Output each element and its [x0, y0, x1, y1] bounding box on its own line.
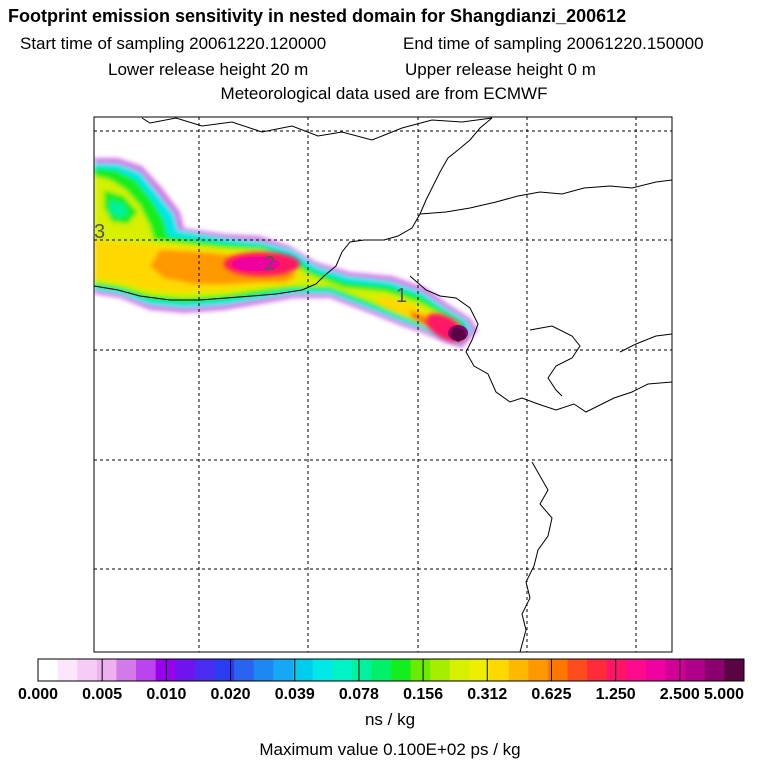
- lower-release-height-text: Lower release height 20 m: [108, 60, 309, 79]
- colorbar-frame: [37, 658, 745, 682]
- colorbar-tick-label: 5.000: [704, 686, 744, 703]
- colorbar-swatch: [489, 659, 510, 681]
- colorbar-swatch: [469, 659, 490, 681]
- lat-lon-grid: [94, 117, 672, 652]
- contour-label: 3: [94, 221, 105, 243]
- colorbar-tick-label: 1.250: [596, 686, 636, 703]
- colorbar-swatch: [645, 659, 667, 681]
- colorbar-swatch: [351, 659, 372, 681]
- colorbar-swatch: [312, 659, 333, 681]
- colorbar-tick-label: 0.000: [18, 686, 58, 703]
- colorbar-swatch: [96, 659, 117, 681]
- colorbar-swatch: [273, 659, 294, 681]
- colorbar-tick-label: 0.010: [146, 686, 186, 703]
- colorbar-tick-label: 0.078: [339, 686, 379, 703]
- colorbar-swatch: [606, 659, 627, 681]
- colorbar-tick-label: 2.500: [660, 686, 700, 703]
- colorbar-swatch: [449, 659, 470, 681]
- colorbar-swatch: [528, 659, 549, 681]
- plume-hotspot-2-inner: [232, 257, 280, 271]
- colorbar-swatch: [116, 659, 137, 681]
- contour-label: 2: [264, 253, 275, 275]
- colorbar-swatch: [155, 659, 176, 681]
- start-time-text: Start time of sampling 20061220.120000: [20, 34, 327, 53]
- colorbar-swatch: [587, 659, 608, 681]
- colorbar-swatch: [724, 659, 745, 681]
- contour-label: 1: [396, 285, 407, 307]
- colorbar-swatch: [175, 659, 196, 681]
- colorbar-swatch: [665, 659, 686, 681]
- end-time-text: End time of sampling 20061220.150000: [403, 34, 704, 53]
- colorbar-swatch: [214, 659, 235, 681]
- colorbar-swatch: [253, 659, 274, 681]
- colorbar-tick-label: 0.156: [403, 686, 443, 703]
- colorbar-tick-label: 0.005: [82, 686, 122, 703]
- colorbar-swatch: [508, 659, 529, 681]
- colorbar-swatch: [430, 659, 451, 681]
- plume-layer: 3 2 1: [94, 117, 672, 652]
- colorbar-tick-label: 0.312: [467, 686, 507, 703]
- colorbar-swatch: [704, 659, 725, 681]
- colorbar-swatch: [57, 659, 78, 681]
- colorbar-tick-label: 0.020: [211, 686, 251, 703]
- colorbar-swatch: [371, 659, 392, 681]
- colorbar-swatch: [685, 659, 706, 681]
- upper-release-height-text: Upper release height 0 m: [405, 60, 596, 79]
- plume-west-cyan: [110, 200, 128, 218]
- colorbar-swatch: [391, 659, 412, 681]
- colorbar-swatch: [136, 659, 157, 681]
- colorbar-swatch: [410, 659, 431, 681]
- coastlines: [94, 117, 672, 652]
- colorbar-swatch: [332, 659, 353, 681]
- colorbar-swatch: [547, 659, 568, 681]
- colorbar-tick-labels: 0.000 0.005 0.010 0.020 0.039 0.078 0.156 0.312…: [18, 686, 744, 703]
- colorbar-swatch: [292, 659, 314, 681]
- colorbar-swatch: [626, 659, 647, 681]
- colorbar: [37, 658, 745, 682]
- chart-title: Footprint emission sensitivity in nested…: [8, 6, 627, 26]
- max-value-text: Maximum value 0.100E+02 ps / kg: [259, 740, 521, 759]
- colorbar-swatch: [38, 659, 59, 681]
- meteorological-data-text: Meteorological data used are from ECMWF: [220, 84, 548, 103]
- map-frame: [93, 116, 673, 653]
- colorbar-tick-label: 0.625: [531, 686, 571, 703]
- plume-receptor-peak: [450, 326, 466, 342]
- colorbar-swatch: [567, 659, 588, 681]
- colorbar-swatch: [77, 659, 98, 681]
- colorbar-unit-label: ns / kg: [364, 710, 416, 729]
- colorbar-tick-label: 0.039: [275, 686, 315, 703]
- colorbar-swatch: [234, 659, 255, 681]
- colorbar-swatch: [194, 659, 215, 681]
